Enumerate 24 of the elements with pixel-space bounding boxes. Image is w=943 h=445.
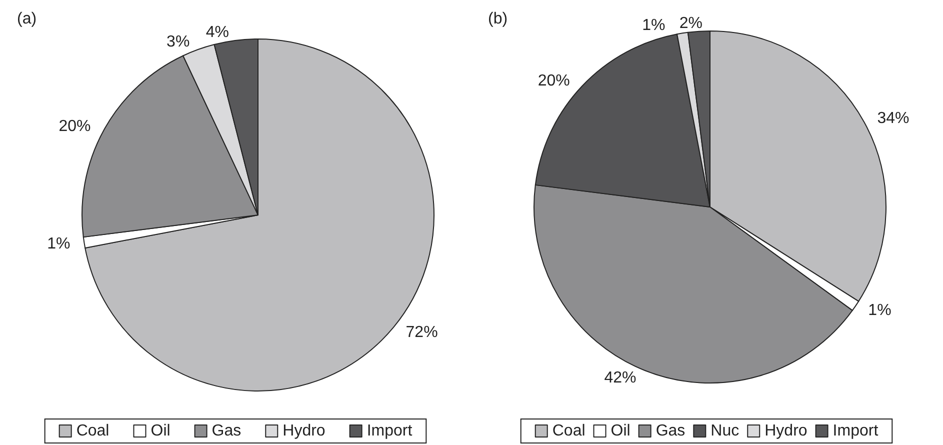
legend-label: Oil: [610, 422, 630, 440]
data-label: 2%: [679, 14, 702, 32]
data-label: 20%: [58, 118, 91, 135]
legend-label: Gas: [212, 422, 242, 440]
legend-label: Hydro: [282, 422, 326, 440]
legend-label: Coal: [76, 422, 110, 440]
data-label: 72%: [406, 324, 438, 341]
legend-label: Nuc: [710, 422, 740, 440]
legend-label: Gas: [656, 422, 686, 440]
data-label: 20%: [538, 72, 570, 90]
legend-label: Import: [832, 422, 879, 440]
data-label: 42%: [604, 370, 636, 387]
data-label: 1%: [47, 235, 70, 252]
legend-label: Import: [366, 422, 413, 440]
chart-title: (a): [17, 10, 37, 28]
legend-label: Coal: [552, 422, 586, 440]
data-label: 4%: [206, 24, 229, 41]
data-label: 1%: [868, 302, 892, 319]
chart-title: (b): [488, 10, 508, 28]
data-label: 3%: [166, 33, 190, 50]
data-label: 34%: [877, 110, 910, 127]
legend-label: Hydro: [764, 422, 808, 440]
legend-label: Oil: [150, 422, 170, 440]
data-label: 1%: [642, 16, 666, 34]
